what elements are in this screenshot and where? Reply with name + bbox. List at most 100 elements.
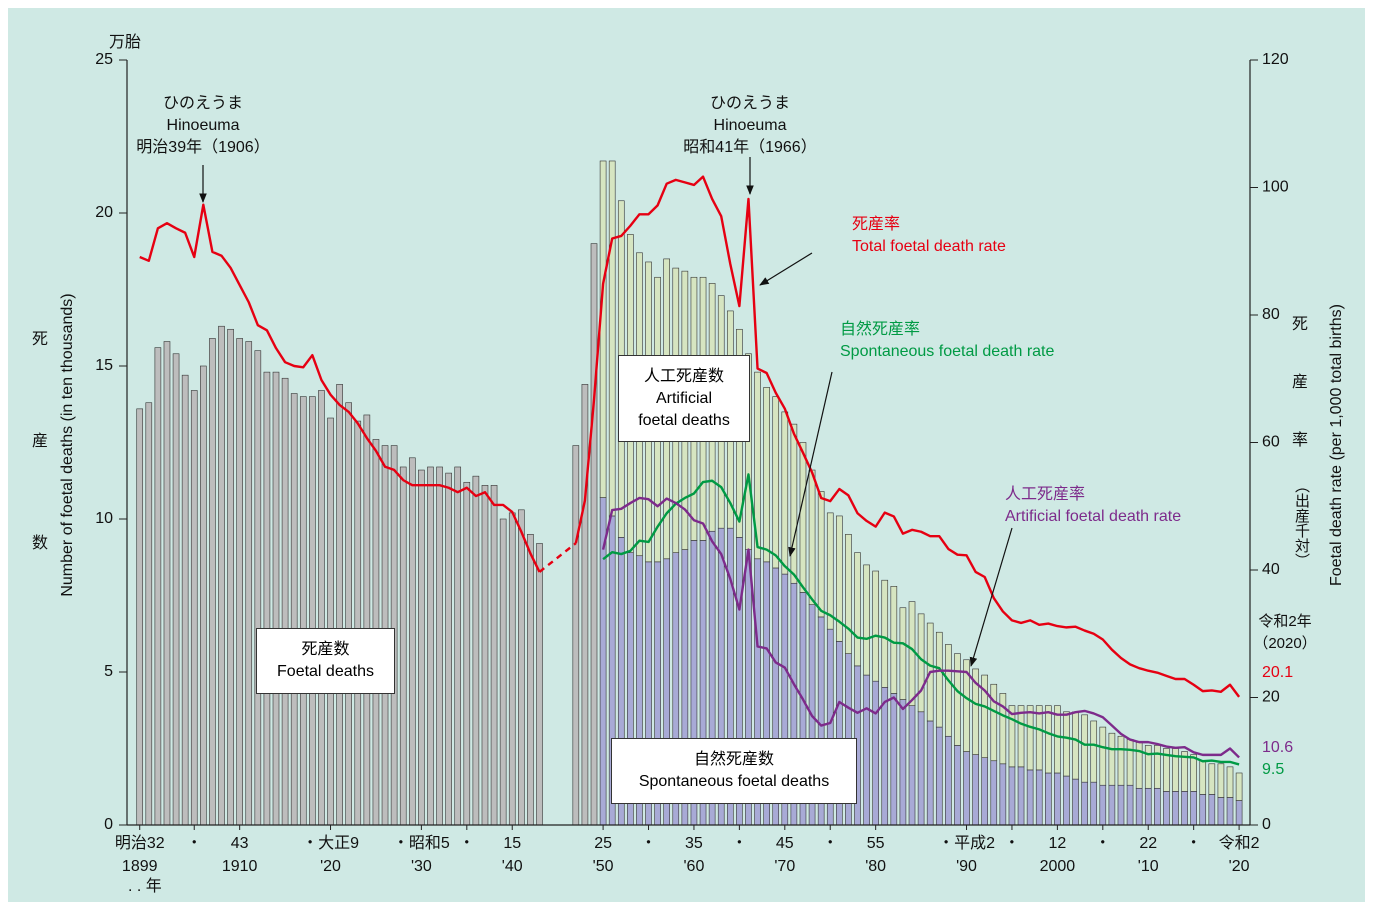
series-label: 自然死産数 Spontaneous foetal deaths (611, 738, 857, 804)
y2-tick-label: 0 (1262, 816, 1271, 833)
bar (1235, 772, 1243, 801)
y-tick-label: 10 (95, 510, 113, 527)
y-tick-label: 15 (95, 357, 113, 374)
bar (1208, 763, 1216, 795)
bar (963, 659, 970, 752)
y-tick-label: 5 (104, 663, 113, 680)
bar (1217, 763, 1225, 798)
annotation: ひのえうま Hinoeuma 明治39年（1906） (136, 95, 270, 156)
x-tick-label: 22 '10 (1137, 835, 1159, 875)
end-value-label: 10.6 (1262, 739, 1294, 757)
bar (1163, 748, 1170, 792)
x-tick-label: 明治32 1899 (114, 835, 165, 875)
bar (1144, 745, 1152, 789)
y2-axis-title-ja: 死 産 率 (1291, 316, 1308, 449)
x-tick-label: ・平成2 '90 (938, 835, 995, 875)
bar (817, 491, 825, 618)
end-value-label: 9.5 (1262, 761, 1285, 779)
bar (863, 564, 870, 676)
bar (881, 579, 889, 688)
line (602, 473, 1240, 766)
bar (854, 552, 861, 667)
annotation: ひのえうま Hinoeuma 昭和41年（1966） (683, 95, 817, 156)
y-unit: 万胎 (108, 34, 141, 51)
series-label: 人工死産率 Artificial foetal death rate (1005, 486, 1182, 525)
annotation-arrow (759, 252, 813, 286)
bar (836, 515, 843, 642)
end-value-label: 20.1 (1262, 663, 1294, 681)
x-tick-label: ・ (1185, 835, 1202, 852)
bar (872, 570, 879, 682)
y2-axis-title: Foetal death rate (per 1,000 total birth… (1328, 304, 1345, 586)
x-tick-label: 43 1910 (221, 835, 258, 875)
x-tick-label: ・ (640, 835, 657, 852)
bar (899, 607, 907, 700)
series-label: 死産数 Foetal deaths (256, 628, 395, 694)
x-tick-label: ・ (1094, 835, 1111, 852)
x-tick-label: 令和2 '20 (1218, 835, 1260, 875)
bar (799, 442, 807, 593)
series-label: 死産率 Total foetal death rate (852, 216, 1006, 255)
bar (999, 693, 1007, 765)
bar (1181, 751, 1188, 792)
annotation-arrow (969, 527, 1013, 667)
x-tick-label: ・昭和5 '30 (392, 835, 450, 875)
bar (772, 396, 780, 569)
bar (790, 423, 798, 584)
x-tick-label: 15 '40 (501, 835, 523, 875)
y2-tick-label: 60 (1262, 434, 1280, 451)
annotation-arrow (788, 371, 833, 557)
line (574, 175, 1241, 698)
bar (935, 631, 943, 728)
series-label: 人工死産数 Artificial foetal deaths (618, 355, 750, 442)
y-axis-title: Number of foetal deaths (in ten thousand… (59, 293, 76, 597)
x-tick-label: ・ (458, 835, 475, 852)
bar (990, 683, 998, 762)
x-tick-label: ・大正9 '20 (302, 835, 359, 875)
x-tick-label: 35 '60 (683, 835, 705, 875)
bar (1054, 705, 1061, 774)
bar (1035, 705, 1043, 771)
y2-tick-label: 120 (1262, 51, 1289, 68)
y-tick-label: 25 (95, 51, 113, 68)
y-tick-label: 20 (95, 204, 113, 221)
y2-axis-title-note: （出産千対） (1293, 478, 1310, 568)
bar (981, 674, 988, 758)
x-unit: . . 年 (128, 878, 162, 895)
bar (1190, 754, 1197, 792)
series-label: 自然死産率 Spontaneous foetal death rate (840, 321, 1055, 360)
bar (1044, 705, 1052, 774)
x-tick-label: 12 2000 (1039, 835, 1076, 875)
x-tick-label: 25 '50 (592, 835, 614, 875)
bar (954, 653, 961, 746)
bar (754, 371, 761, 560)
x-tick-label: ・ (1003, 835, 1020, 852)
bar (1008, 705, 1016, 768)
y2-tick-label: 80 (1262, 306, 1280, 323)
bar (1081, 714, 1088, 783)
bar (972, 668, 979, 755)
y2-tick-label: 20 (1262, 689, 1280, 706)
bar (1099, 726, 1107, 786)
line (601, 496, 1240, 759)
x-tick-label: 55 '80 (865, 835, 887, 875)
bar (1017, 705, 1025, 768)
x-tick-label: ・ (822, 835, 839, 852)
bar (826, 512, 834, 630)
bar (1117, 735, 1125, 786)
gap-connector (538, 542, 577, 573)
x-tick-label: ・ (731, 835, 748, 852)
bar (945, 644, 952, 737)
bar (608, 160, 616, 517)
bar (845, 533, 852, 654)
y-tick-label: 0 (104, 816, 113, 833)
y2-tick-label: 100 (1262, 179, 1289, 196)
bar (1026, 705, 1034, 771)
bar (1154, 745, 1161, 789)
x-tick-label: ・ (186, 835, 203, 852)
bar (1108, 732, 1116, 786)
bar (1063, 711, 1070, 777)
y-axis-title-ja: 死 産 数 (31, 331, 48, 552)
bar (763, 387, 770, 563)
